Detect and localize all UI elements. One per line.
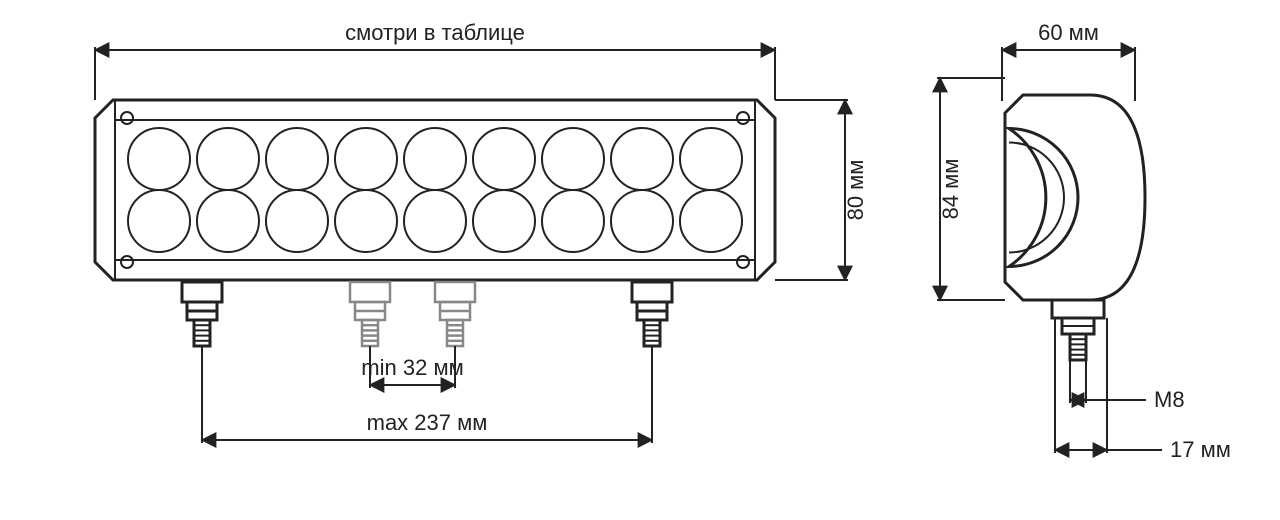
lens xyxy=(611,190,673,252)
lens xyxy=(542,190,604,252)
side-view xyxy=(1005,95,1145,360)
dim-top-width-label: смотри в таблице xyxy=(345,20,525,45)
lens xyxy=(335,190,397,252)
dim-m8-label: M8 xyxy=(1154,387,1185,412)
lens xyxy=(266,190,328,252)
front-view xyxy=(95,100,775,346)
lens xyxy=(680,128,742,190)
lens xyxy=(404,190,466,252)
lens xyxy=(473,190,535,252)
dim-side-top-label: 60 мм xyxy=(1038,20,1099,45)
lens xyxy=(335,128,397,190)
dim-height-80-label: 80 мм xyxy=(843,160,868,221)
lens xyxy=(680,190,742,252)
lens xyxy=(266,128,328,190)
technical-drawing: смотри в таблице 80 мм min 32 мм max 237 мм… xyxy=(0,0,1280,520)
dim-min-bolt-label: min 32 мм xyxy=(361,355,463,380)
side-housing xyxy=(1005,95,1145,300)
lens xyxy=(128,128,190,190)
dim-max-bolt-label: max 237 мм xyxy=(367,410,488,435)
lens xyxy=(611,128,673,190)
dim-side-height-label: 84 мм xyxy=(938,159,963,220)
lens xyxy=(128,190,190,252)
lens xyxy=(197,190,259,252)
dim-17-label: 17 мм xyxy=(1170,437,1231,462)
lens xyxy=(473,128,535,190)
lens xyxy=(197,128,259,190)
lens xyxy=(404,128,466,190)
lens xyxy=(542,128,604,190)
